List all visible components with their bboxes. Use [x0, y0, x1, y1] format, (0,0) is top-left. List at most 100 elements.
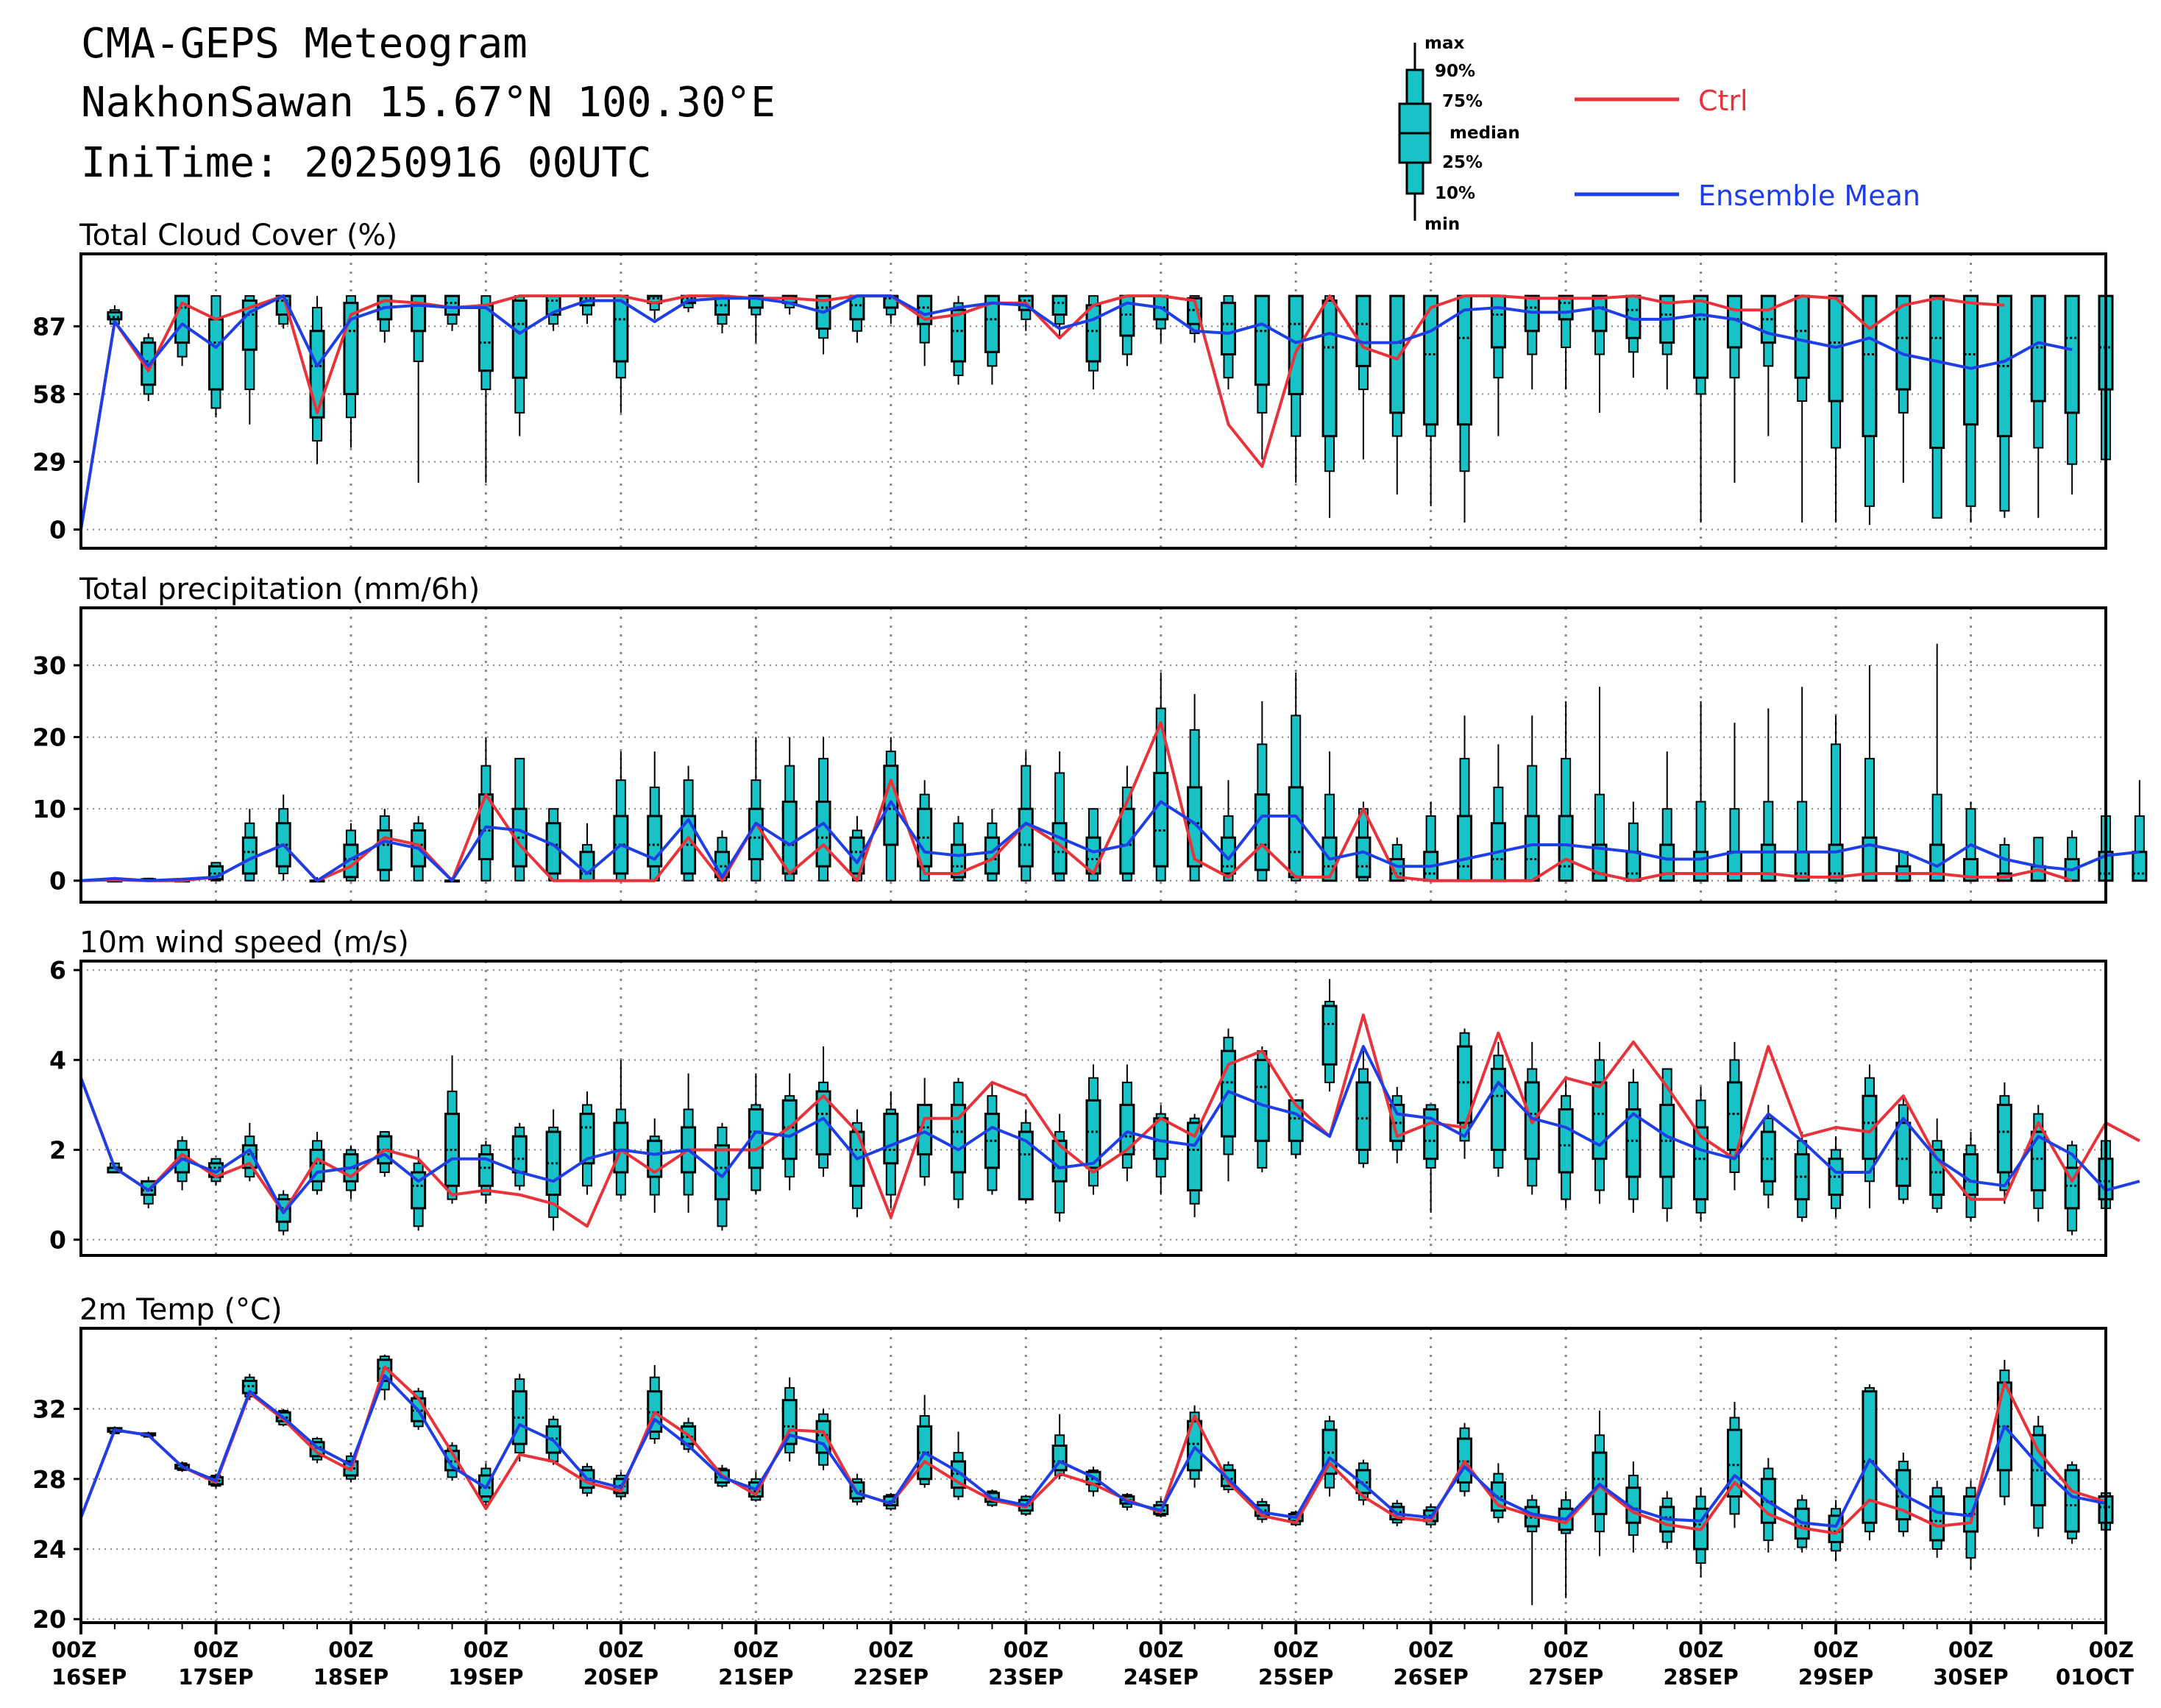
box-inner [1828, 843, 1844, 882]
box-mark [1794, 1132, 1810, 1222]
box-inner [951, 308, 967, 363]
box-mark [1085, 295, 1101, 390]
box-inner [951, 1103, 967, 1174]
box-mark [781, 1377, 798, 1461]
box-mark [1457, 1422, 1473, 1497]
box-mark [511, 1122, 528, 1191]
box-mark [1153, 294, 1169, 343]
box-mark [1018, 751, 1034, 882]
box-inner [1254, 793, 1270, 871]
legend-p90-label: 90% [1435, 62, 1475, 81]
box-mark [1490, 1041, 1506, 1177]
box-inner [781, 1399, 798, 1445]
box-inner [883, 765, 899, 846]
box-mark [1693, 294, 1709, 523]
init-time-label: IniTime: 20250916 00UTC [81, 139, 651, 187]
legend-p75-label: 75% [1442, 92, 1483, 111]
box-mark [309, 1132, 325, 1195]
ctrl-series-line [79, 1365, 2107, 1535]
box-inner [1254, 1058, 1270, 1142]
box-inner [883, 1113, 899, 1165]
y-tick-label: 58 [32, 380, 66, 408]
box-inner [1963, 1153, 1979, 1197]
box-inner [984, 836, 1000, 875]
x-tick-label-time: 00Z [2089, 1637, 2134, 1662]
box-mark [1996, 294, 2012, 518]
box-mark [1862, 294, 1878, 525]
box-mark [613, 294, 629, 413]
box-mark [579, 1091, 595, 1195]
box-inner [1524, 815, 1540, 882]
box-mark [1220, 780, 1236, 882]
box-inner [444, 294, 461, 316]
x-tick-label-time: 00Z [328, 1637, 373, 1662]
panel-title: Total Cloud Cover (%) [79, 219, 397, 252]
box-inner [1929, 294, 1945, 449]
box-inner [1625, 1108, 1642, 1178]
box-inner [1220, 302, 1236, 356]
box-inner [1153, 771, 1169, 868]
box-mark [1625, 1069, 1642, 1213]
box-inner [579, 851, 595, 882]
legend-inner-box [1405, 68, 1424, 105]
panel-3: 2m Temp (°C) 20 24 28 32 [32, 1293, 2114, 1634]
box-mark [849, 294, 865, 343]
x-tick-label-time: 00Z [1678, 1637, 1723, 1662]
box-mark [1457, 1028, 1473, 1159]
y-tick-label: 0 [49, 516, 66, 545]
box-mark [1153, 672, 1169, 882]
box-mark [1625, 1461, 1642, 1553]
box-mark [984, 809, 1000, 882]
box-mark [1490, 744, 1506, 882]
box-mark [917, 780, 933, 882]
x-tick-label-date: 16SEP [52, 1665, 127, 1690]
box-inner [1119, 1103, 1135, 1156]
box-mark [951, 815, 967, 882]
legend-min-label: min [1424, 215, 1460, 234]
legend-ctrl-label: Ctrl [1698, 85, 1748, 117]
x-tick-label-date: 28SEP [1663, 1665, 1738, 1690]
box-mark [2064, 294, 2080, 495]
box-inner [1760, 1130, 1776, 1183]
ctrl-series-line [79, 1013, 2140, 1228]
box-mark [1288, 672, 1304, 882]
mean-series-line [79, 1045, 2140, 1214]
box-inner [2030, 1130, 2046, 1191]
box-mark [1288, 294, 1304, 483]
x-tick-label-date: 27SEP [1528, 1665, 1603, 1690]
y-tick-label: 32 [32, 1395, 66, 1424]
x-tick-label-date: 01OCT [2056, 1665, 2134, 1690]
box-inner [1659, 843, 1675, 882]
box-inner [1355, 1081, 1372, 1151]
x-tick-label-date: 18SEP [313, 1665, 388, 1690]
box-inner [1085, 304, 1101, 363]
x-tick-label-date: 25SEP [1258, 1665, 1333, 1690]
box-mark [1693, 1086, 1709, 1222]
box-mark [1760, 1458, 1776, 1553]
box-mark [2030, 837, 2046, 882]
box-mark [1355, 801, 1372, 882]
box-inner [1355, 294, 1372, 367]
box-inner [2064, 294, 2080, 414]
box-inner [2132, 851, 2148, 882]
box-mark [241, 809, 258, 882]
box-mark [2064, 830, 2080, 882]
box-mark [241, 295, 258, 425]
box-inner [1457, 294, 1473, 426]
box-inner [1490, 294, 1506, 349]
box-inner [815, 800, 831, 868]
box-mark [107, 305, 123, 325]
box-mark [1963, 1481, 1979, 1570]
box-inner [1321, 1004, 1338, 1066]
y-tick-label: 10 [32, 795, 66, 823]
panel-title: Total precipitation (mm/6h) [79, 573, 480, 606]
box-mark [1254, 1046, 1270, 1173]
box-mark [1389, 294, 1405, 495]
x-tick-label-time: 00Z [1813, 1637, 1858, 1662]
box-inner [1862, 836, 1878, 882]
box-mark [511, 757, 528, 882]
box-inner [1051, 294, 1068, 316]
box-inner [1625, 851, 1642, 882]
box-legend: max 90% 75% median 25% 10% min [1398, 34, 1520, 234]
